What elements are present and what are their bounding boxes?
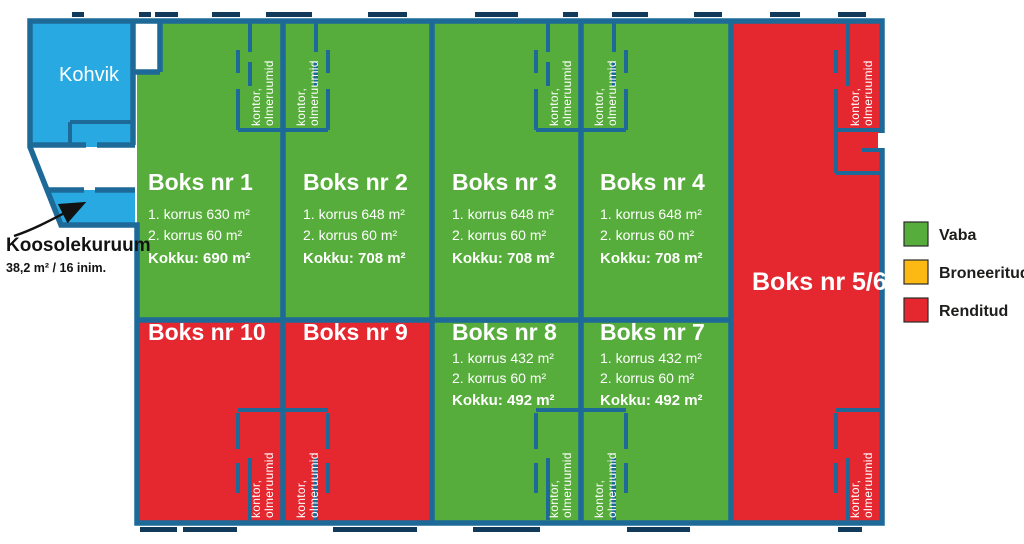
legend: Vaba Broneeritud Renditud	[903, 221, 1024, 323]
arrow-to-meeting-room	[13, 201, 87, 238]
box-2-text: Boks nr 2 1. korrus 648 m² 2. korrus 60 …	[303, 169, 408, 267]
kohvik-area	[30, 21, 133, 147]
box-3-floor1: 1. korrus 648 m²	[452, 206, 554, 222]
walls-main	[27, 18, 885, 526]
meeting-room-title: Koosolekuruum	[6, 235, 151, 256]
box-4-floor2: 2. korrus 60 m²	[600, 227, 694, 243]
box-9-title: Boks nr 9	[303, 319, 408, 345]
box-7-area	[581, 320, 731, 523]
box-8-floor2: 2. korrus 60 m²	[452, 370, 546, 386]
legend-swatch-vaba	[903, 221, 929, 247]
box-8-title: Boks nr 8	[452, 319, 557, 345]
kontor-label: kontor,olmeruumid	[592, 60, 619, 126]
box-7-text: Boks nr 7 1. korrus 432 m² 2. korrus 60 …	[600, 319, 705, 409]
right-wall-opening	[878, 133, 887, 148]
box-8-floor1: 1. korrus 432 m²	[452, 350, 554, 366]
box-4-text: Boks nr 4 1. korrus 648 m² 2. korrus 60 …	[600, 169, 705, 267]
legend-swatch-broneeritud	[903, 259, 929, 285]
box-10-title: Boks nr 10	[148, 319, 266, 345]
box-1-title: Boks nr 1	[148, 169, 253, 195]
kontor-label: kontor,olmeruumid	[249, 60, 276, 126]
box-1-area	[137, 21, 283, 320]
box-2-title: Boks nr 2	[303, 169, 408, 195]
box-2-area	[283, 21, 432, 320]
box-4-floor1: 1. korrus 648 m²	[600, 206, 702, 222]
box-4-area	[581, 21, 731, 320]
legend-label-renditud: Renditud	[939, 303, 1008, 320]
walls-interior	[68, 23, 882, 520]
box-56-area	[731, 21, 882, 523]
box-3-text: Boks nr 3 1. korrus 648 m² 2. korrus 60 …	[452, 169, 557, 267]
box-56-title: Boks nr 5/6	[752, 268, 887, 296]
meeting-room-details: 38,2 m² / 16 inim.	[6, 261, 106, 275]
legend-label-vaba: Vaba	[939, 227, 976, 244]
meeting-room-annotation: Koosolekuruum 38,2 m² / 16 inim.	[6, 201, 151, 275]
kontor-label: kontor,olmeruumid	[547, 452, 574, 518]
box-1-total: Kokku: 690 m²	[148, 250, 251, 267]
box-3-title: Boks nr 3	[452, 169, 557, 195]
box-1-floor2: 2. korrus 60 m²	[148, 227, 242, 243]
kontor-label: kontor,olmeruumid	[547, 60, 574, 126]
box-9-area	[283, 320, 432, 523]
kontor-label: kontor,olmeruumid	[249, 452, 276, 518]
box-7-floor2: 2. korrus 60 m²	[600, 370, 694, 386]
box-10-area	[137, 320, 283, 523]
box-2-floor1: 1. korrus 648 m²	[303, 206, 405, 222]
kontor-label: kontor,olmeruumid	[848, 60, 875, 126]
legend-label-broneeritud: Broneeritud	[939, 265, 1024, 282]
box-7-total: Kokku: 492 m²	[600, 392, 703, 409]
box-8-text: Boks nr 8 1. korrus 432 m² 2. korrus 60 …	[452, 319, 557, 409]
kontor-label: kontor,olmeruumid	[592, 452, 619, 518]
kontor-label: kontor,olmeruumid	[294, 452, 321, 518]
kontor-label: kontor,olmeruumid	[294, 60, 321, 126]
box-3-area	[432, 21, 581, 320]
kohvik-label: Kohvik	[59, 64, 120, 86]
box-4-title: Boks nr 4	[600, 169, 705, 195]
box-8-total: Kokku: 492 m²	[452, 392, 555, 409]
box-7-title: Boks nr 7	[600, 319, 705, 345]
box-1-text: Boks nr 1 1. korrus 630 m² 2. korrus 60 …	[148, 169, 253, 267]
box-4-total: Kokku: 708 m²	[600, 250, 703, 267]
door-marks	[72, 12, 866, 532]
box-3-floor2: 2. korrus 60 m²	[452, 227, 546, 243]
box-3-total: Kokku: 708 m²	[452, 250, 555, 267]
box-2-total: Kokku: 708 m²	[303, 250, 406, 267]
box-2-floor2: 2. korrus 60 m²	[303, 227, 397, 243]
box-1-floor1: 1. korrus 630 m²	[148, 206, 250, 222]
kontor-label: kontor,olmeruumid	[848, 452, 875, 518]
legend-swatch-renditud	[903, 297, 929, 323]
box-7-floor1: 1. korrus 432 m²	[600, 350, 702, 366]
box-8-area	[432, 320, 581, 523]
